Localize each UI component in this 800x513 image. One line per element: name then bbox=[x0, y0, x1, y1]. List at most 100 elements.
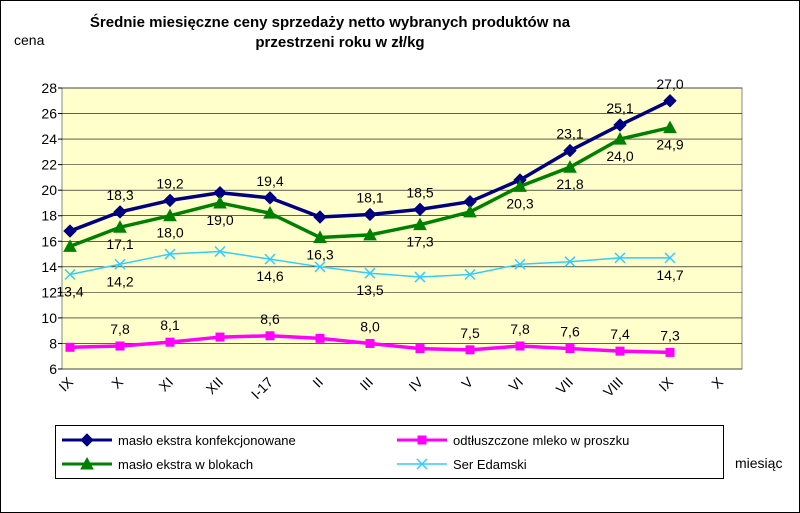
marker bbox=[63, 224, 77, 238]
data-label: 7,5 bbox=[460, 325, 480, 341]
data-label: 19,0 bbox=[206, 212, 233, 228]
data-label: 18,0 bbox=[156, 225, 183, 241]
marker bbox=[664, 252, 676, 264]
y-tick-label: 22 bbox=[41, 157, 57, 173]
data-label: 8,1 bbox=[160, 317, 180, 333]
data-label: 7,8 bbox=[510, 321, 530, 337]
marker bbox=[615, 346, 625, 356]
marker bbox=[365, 338, 375, 348]
data-label: 7,8 bbox=[110, 321, 130, 337]
data-label: 7,3 bbox=[660, 327, 680, 343]
data-label: 23,1 bbox=[556, 126, 583, 142]
marker bbox=[113, 220, 127, 233]
marker bbox=[417, 435, 427, 445]
data-label: 14,2 bbox=[106, 273, 133, 289]
legend-label: masło ekstra konfekcjonowane bbox=[118, 433, 296, 448]
marker bbox=[463, 204, 477, 218]
data-label: 8,6 bbox=[260, 311, 280, 327]
marker bbox=[263, 206, 277, 219]
marker bbox=[564, 256, 576, 268]
marker bbox=[663, 94, 677, 108]
marker bbox=[65, 342, 75, 352]
y-tick-label: 20 bbox=[41, 182, 57, 198]
data-label: 19,2 bbox=[156, 175, 183, 191]
data-label: 24,9 bbox=[656, 137, 683, 153]
marker bbox=[513, 179, 527, 192]
marker bbox=[114, 258, 126, 270]
marker bbox=[563, 160, 577, 173]
legend-label: masło ekstra w blokach bbox=[118, 457, 253, 472]
data-label: 18,1 bbox=[356, 189, 383, 205]
y-tick-label: 10 bbox=[41, 310, 57, 326]
marker bbox=[80, 433, 94, 447]
data-label: 13,5 bbox=[356, 282, 383, 298]
marker bbox=[363, 207, 377, 222]
marker bbox=[164, 248, 176, 260]
y-tick-label: 24 bbox=[41, 131, 57, 147]
marker bbox=[364, 267, 376, 279]
marker bbox=[213, 195, 227, 209]
data-label: 7,4 bbox=[610, 326, 630, 342]
data-label: 19,4 bbox=[256, 173, 283, 189]
marker bbox=[115, 341, 125, 351]
data-label: 14,7 bbox=[656, 267, 683, 283]
data-label: 18,5 bbox=[406, 184, 433, 200]
data-label: 8,0 bbox=[360, 318, 380, 334]
data-label: 17,1 bbox=[106, 236, 133, 252]
marker bbox=[613, 132, 627, 145]
legend-label: odtłuszczone mleko w proszku bbox=[453, 433, 629, 448]
marker bbox=[165, 337, 175, 347]
marker bbox=[64, 268, 76, 281]
y-tick-label: 18 bbox=[41, 208, 57, 224]
y-tick-label: 26 bbox=[41, 106, 57, 122]
data-label: 25,1 bbox=[606, 100, 633, 116]
marker bbox=[263, 191, 277, 205]
data-label: 13,4 bbox=[56, 283, 83, 299]
marker bbox=[163, 193, 177, 208]
data-label: 7,6 bbox=[560, 324, 580, 340]
marker bbox=[315, 333, 325, 343]
marker bbox=[113, 205, 127, 219]
marker bbox=[313, 210, 327, 224]
y-axis-label: cena bbox=[14, 32, 45, 48]
chart-title: przestrzeni roku w zł/kg bbox=[255, 34, 424, 51]
y-tick-label: 6 bbox=[49, 361, 57, 377]
marker bbox=[563, 143, 577, 158]
marker bbox=[214, 245, 226, 258]
marker bbox=[515, 341, 525, 351]
marker bbox=[313, 230, 327, 243]
data-label: 17,3 bbox=[406, 234, 433, 250]
marker bbox=[163, 208, 177, 222]
marker bbox=[413, 217, 427, 231]
y-tick-label: 16 bbox=[41, 233, 57, 249]
marker bbox=[314, 261, 326, 273]
data-label: 16,3 bbox=[306, 246, 333, 262]
marker bbox=[613, 118, 627, 132]
x-axis-label: miesiąc bbox=[735, 455, 782, 471]
marker bbox=[265, 331, 275, 341]
marker bbox=[415, 344, 425, 354]
marker bbox=[614, 252, 626, 264]
y-tick-label: 8 bbox=[49, 335, 57, 351]
data-label: 24,0 bbox=[606, 148, 633, 164]
y-tick-label: 14 bbox=[41, 259, 57, 275]
marker bbox=[565, 344, 575, 354]
data-label: 21,8 bbox=[556, 176, 583, 192]
data-label: 27,0 bbox=[656, 76, 683, 92]
y-tick-label: 28 bbox=[41, 80, 57, 96]
chart-title: Średnie miesięczne ceny sprzedaży netto … bbox=[90, 13, 571, 31]
marker bbox=[80, 456, 94, 470]
data-label: 14,6 bbox=[256, 268, 283, 284]
marker bbox=[63, 239, 77, 252]
marker bbox=[413, 202, 427, 217]
marker bbox=[465, 345, 475, 355]
marker bbox=[663, 120, 677, 134]
marker bbox=[665, 347, 675, 357]
y-tick-label: 12 bbox=[41, 284, 57, 300]
data-label: 20,3 bbox=[506, 195, 533, 211]
legend bbox=[55, 425, 724, 479]
marker bbox=[264, 253, 276, 265]
marker bbox=[414, 271, 426, 283]
marker bbox=[416, 458, 428, 470]
